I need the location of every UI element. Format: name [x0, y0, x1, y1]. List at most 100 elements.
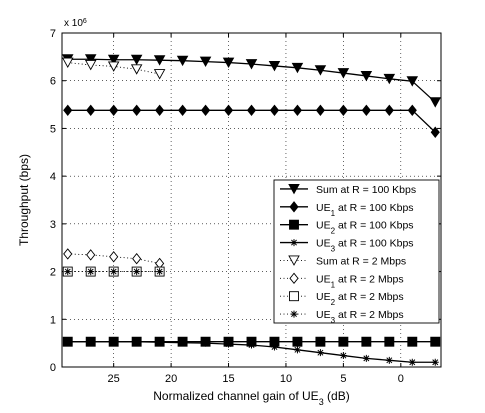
legend-marker-sum-at-r-100-kbps [288, 183, 300, 195]
data-point-ue-1-at-r-100-kbps [269, 104, 280, 117]
y-tick-label: 3 [50, 219, 56, 231]
data-point-sum-at-r-100-kbps [383, 73, 396, 85]
data-point-ue-1-at-r-100-kbps [430, 126, 440, 138]
data-point-ue-1-at-r-100-kbps [338, 104, 348, 117]
data-point-sum-at-r-100-kbps [199, 56, 212, 68]
data-point-sum-at-r-100-kbps [130, 54, 143, 66]
data-point-ue-2-at-r-100-kbps [361, 336, 372, 347]
x-tick-label: 10 [280, 373, 292, 385]
y-tick-label: 5 [50, 123, 56, 135]
data-point-ue-3-at-r-100-kbps [316, 349, 324, 357]
data-point-sum-at-r-100-kbps [360, 70, 373, 82]
series-sum-at-r-100-kbps [61, 54, 442, 108]
data-point-ue-2-at-r-100-kbps [407, 336, 418, 347]
data-point-ue-2-at-r-100-kbps [338, 336, 349, 347]
legend-label-ue-3-at-r-2-mbps: UE3 at R = 2 Mbps [316, 309, 404, 325]
x-tick-label: 5 [340, 373, 346, 385]
legend-marker-ue-2-at-r-2-mbps [289, 291, 299, 302]
data-point-ue-3-at-r-2-mbps [156, 268, 164, 276]
legend-label-ue-3-at-r-100-kbps: UE3 at R = 100 Kbps [316, 238, 414, 254]
legend: Sum at R = 100 Kbps UE1 at R = 100 Kbps UE… [273, 179, 440, 325]
y-multiplier-label: x 106 [64, 18, 87, 30]
data-point-ue-3-at-r-100-kbps [339, 352, 347, 360]
y-axis-label: Throughput (bps) [17, 154, 31, 246]
data-point-sum-at-r-100-kbps [153, 55, 166, 66]
data-point-ue-1-at-r-2-mbps [63, 248, 73, 260]
data-point-ue-1-at-r-100-kbps [178, 104, 188, 117]
x-axis-label: Normalized channel gain of UE3 (dB) [153, 389, 349, 407]
data-point-ue-3-at-r-100-kbps [408, 358, 416, 366]
legend-marker-ue-1-at-r-2-mbps [289, 272, 299, 285]
legend-label-ue-2-at-r-100-kbps: UE2 at R = 100 Kbps [316, 220, 414, 236]
x-tick-label: 20 [165, 373, 177, 385]
axis-labels: x 106 Normalized channel gain of UE3 (dB)… [17, 18, 350, 408]
data-point-ue-1-at-r-2-mbps [109, 251, 119, 263]
data-point-ue-3-at-r-100-kbps [293, 346, 301, 354]
data-point-ue-2-at-r-100-kbps [384, 336, 395, 347]
plot-frame [61, 32, 442, 368]
legend-label-ue-1-at-r-100-kbps: UE1 at R = 100 Kbps [316, 202, 414, 218]
data-point-ue-1-at-r-100-kbps [384, 104, 394, 117]
data-point-sum-at-r-100-kbps [291, 62, 304, 74]
data-point-sum-at-r-2-mbps [130, 64, 143, 75]
data-point-ue-3-at-r-100-kbps [64, 338, 72, 346]
data-point-ue-3-at-r-2-mbps [87, 268, 95, 276]
data-point-ue-3-at-r-100-kbps [202, 339, 210, 347]
data-point-ue-1-at-r-100-kbps [86, 104, 96, 117]
data-point-ue-3-at-r-100-kbps [179, 339, 187, 347]
data-point-sum-at-r-100-kbps [429, 97, 442, 108]
data-point-ue-1-at-r-100-kbps [246, 104, 257, 117]
data-point-sum-at-r-100-kbps [406, 76, 419, 87]
data-point-sum-at-r-100-kbps [314, 65, 327, 76]
y-tick-label: 1 [50, 314, 56, 326]
legend-marker-sum-at-r-2-mbps [288, 255, 300, 266]
data-point-ue-2-at-r-100-kbps [430, 336, 441, 347]
legend-marker-ue-2-at-r-100-kbps [289, 219, 299, 230]
data-point-ue-2-at-r-100-kbps [292, 336, 303, 347]
data-point-sum-at-r-100-kbps [222, 57, 235, 69]
data-point-ue-1-at-r-100-kbps [407, 104, 417, 117]
data-point-sum-at-r-100-kbps [176, 55, 189, 67]
legend-label-sum-at-r-2-mbps: Sum at R = 2 Mbps [316, 255, 406, 267]
data-point-sum-at-r-100-kbps [107, 54, 120, 66]
data-point-ue-3-at-r-100-kbps [156, 338, 164, 346]
series-sum-at-r-2-mbps [61, 57, 166, 80]
series-ue-3-at-r-2-mbps [64, 268, 164, 276]
data-point-sum-at-r-100-kbps [337, 68, 350, 79]
data-point-ue-1-at-r-100-kbps [361, 104, 371, 117]
data-point-ue-1-at-r-100-kbps [315, 104, 325, 117]
series-ue-3-at-r-100-kbps [64, 338, 439, 366]
data-point-ue-1-at-r-100-kbps [223, 104, 234, 117]
legend-label-sum-at-r-100-kbps: Sum at R = 100 Kbps [316, 184, 416, 196]
data-point-ue-1-at-r-2-mbps [86, 249, 96, 261]
legend-label-ue-1-at-r-2-mbps: UE1 at R = 2 Mbps [316, 273, 404, 289]
y-tick-label: 0 [50, 362, 56, 374]
x-tick-label: 15 [222, 373, 234, 385]
data-point-ue-3-at-r-100-kbps [270, 343, 278, 351]
data-point-ue-1-at-r-2-mbps [132, 252, 142, 265]
data-point-ue-3-at-r-100-kbps [385, 356, 393, 364]
series-ue-1-at-r-2-mbps [63, 248, 165, 270]
data-point-sum-at-r-2-mbps [84, 60, 97, 71]
data-point-ue-3-at-r-100-kbps [133, 338, 141, 346]
data-point-sum-at-r-2-mbps [61, 57, 74, 69]
legend-box [273, 179, 440, 324]
data-point-ue-2-at-r-100-kbps [315, 336, 326, 347]
legend-label-ue-2-at-r-2-mbps: UE2 at R = 2 Mbps [316, 291, 404, 307]
data-point-ue-1-at-r-100-kbps [132, 104, 142, 117]
y-tick-label: 7 [50, 28, 56, 40]
series-group [61, 54, 442, 366]
data-point-sum-at-r-2-mbps [107, 61, 120, 72]
data-point-ue-1-at-r-100-kbps [63, 104, 73, 117]
data-point-ue-3-at-r-100-kbps [225, 340, 233, 348]
x-tick-label: 25 [108, 373, 120, 385]
data-point-sum-at-r-100-kbps [84, 54, 97, 65]
data-point-sum-at-r-100-kbps [268, 60, 281, 72]
data-point-ue-3-at-r-2-mbps [110, 268, 118, 276]
data-point-ue-3-at-r-100-kbps [110, 338, 118, 346]
data-point-ue-3-at-r-100-kbps [362, 354, 370, 362]
data-point-ue-1-at-r-100-kbps [292, 104, 303, 117]
data-point-ue-3-at-r-2-mbps [133, 268, 141, 276]
